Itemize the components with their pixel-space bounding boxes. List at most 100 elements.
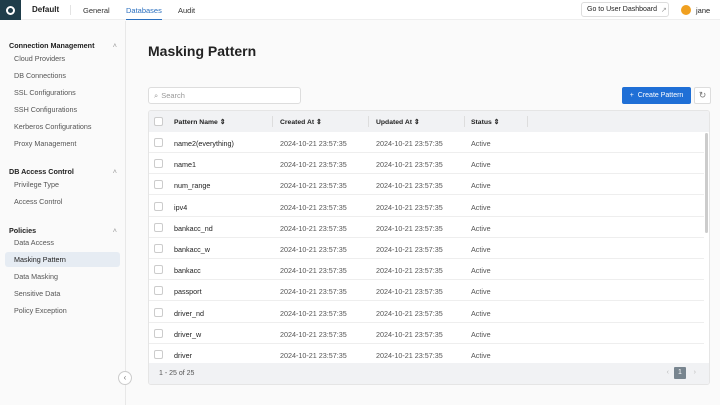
table-row[interactable]: driver_w 2024-10-21 23:57:35 2024-10-21 … (149, 323, 704, 344)
column-created-at[interactable]: Created At ⇕ (280, 119, 322, 126)
row-checkbox[interactable] (154, 244, 163, 253)
user-dashboard-button[interactable]: Go to User Dashboard ↗ (581, 2, 669, 17)
table-row[interactable]: driver_nd 2024-10-21 23:57:35 2024-10-21… (149, 302, 704, 323)
table-row[interactable]: num_range 2024-10-21 23:57:35 2024-10-21… (149, 174, 704, 196)
row-checkbox[interactable] (154, 350, 163, 359)
row-checkbox[interactable] (154, 307, 163, 317)
row-checkbox[interactable] (154, 138, 163, 147)
next-page-icon[interactable]: › (693, 369, 696, 376)
divider (464, 116, 465, 127)
created-at: 2024-10-21 23:57:35 (280, 308, 347, 318)
sidebar-group-1[interactable]: DB Access Control ˄ (9, 167, 117, 176)
search-placeholder: Search (161, 91, 185, 100)
row-checkbox[interactable] (154, 201, 163, 211)
updated-at: 2024-10-21 23:57:35 (376, 351, 443, 360)
created-at: 2024-10-21 23:57:35 (280, 329, 347, 339)
updated-at: 2024-10-21 23:57:35 (376, 329, 443, 339)
table-row[interactable]: ipv4 2024-10-21 23:57:35 2024-10-21 23:5… (149, 196, 704, 217)
sidebar-item-db-connections[interactable]: DB Connections (14, 71, 66, 80)
workspace-name[interactable]: Default (32, 5, 60, 14)
chevron-up-icon: ˄ (112, 167, 117, 176)
column-updated-at[interactable]: Updated At ⇕ (376, 119, 420, 126)
search-input[interactable]: ⌕ Search (148, 87, 301, 104)
row-checkbox[interactable] (154, 222, 163, 232)
table-row[interactable]: driver 2024-10-21 23:57:35 2024-10-21 23… (149, 344, 704, 365)
table-row[interactable]: name1 2024-10-21 23:57:35 2024-10-21 23:… (149, 153, 704, 175)
sidebar-item-access-control[interactable]: Access Control (14, 197, 63, 206)
created-at: 2024-10-21 23:57:35 (280, 266, 347, 276)
status-badge: Active (471, 139, 491, 148)
patterns-table: Pattern Name ⇕ Created At ⇕ Updated At ⇕… (148, 110, 710, 385)
pagination: 1 - 25 of 25 ‹ 1 › (149, 363, 709, 384)
pattern-name[interactable]: name1 (174, 160, 196, 170)
tab-audit[interactable]: Audit (178, 6, 196, 15)
table-row[interactable]: bankacc 2024-10-21 23:57:35 2024-10-21 2… (149, 259, 704, 281)
updated-at: 2024-10-21 23:57:35 (376, 202, 443, 212)
row-checkbox[interactable] (154, 265, 163, 275)
sidebar-item-ssl-configurations[interactable]: SSL Configurations (14, 88, 76, 97)
refresh-button[interactable]: ↻ (694, 87, 711, 104)
created-at: 2024-10-21 23:57:35 (280, 202, 347, 212)
scrollbar[interactable] (705, 133, 708, 233)
updated-at: 2024-10-21 23:57:35 (376, 139, 443, 148)
logo-icon[interactable] (0, 0, 21, 20)
status-badge: Active (471, 181, 491, 191)
select-all-checkbox[interactable] (154, 117, 163, 126)
column-pattern-name[interactable]: Pattern Name ⇕ (174, 119, 226, 126)
search-icon: ⌕ (154, 90, 159, 100)
table-header: Pattern Name ⇕ Created At ⇕ Updated At ⇕… (149, 111, 709, 132)
sidebar-group-0[interactable]: Connection Management ˄ (9, 41, 117, 50)
created-at: 2024-10-21 23:57:35 (280, 181, 347, 191)
avatar[interactable] (681, 5, 691, 15)
pattern-name[interactable]: bankacc (174, 266, 201, 276)
row-checkbox[interactable] (154, 159, 163, 169)
sidebar-group-2[interactable]: Policies ˄ (9, 226, 117, 235)
sidebar-item-privilege-type[interactable]: Privilege Type (14, 180, 60, 189)
pattern-name[interactable]: bankacc_nd (174, 223, 213, 233)
column-status[interactable]: Status ⇕ (471, 119, 500, 126)
tab-general[interactable]: General (83, 6, 110, 15)
pattern-name[interactable]: driver_nd (174, 308, 204, 318)
prev-page-icon[interactable]: ‹ (666, 369, 669, 376)
row-checkbox[interactable] (154, 180, 163, 190)
status-badge: Active (471, 202, 491, 212)
row-checkbox[interactable] (154, 328, 163, 338)
collapse-sidebar-button[interactable]: ‹ (118, 371, 132, 385)
updated-at: 2024-10-21 23:57:35 (376, 160, 443, 170)
table-row[interactable]: passport 2024-10-21 23:57:35 2024-10-21 … (149, 280, 704, 302)
row-checkbox[interactable] (154, 286, 163, 296)
sidebar-item-sensitive-data[interactable]: Sensitive Data (14, 289, 61, 298)
sidebar-item-proxy-management[interactable]: Proxy Management (14, 139, 77, 148)
sidebar-item-kerberos-configurations[interactable]: Kerberos Configurations (14, 122, 92, 131)
user-name[interactable]: jane (696, 6, 711, 15)
pattern-name[interactable]: driver_w (174, 329, 202, 339)
sidebar-item-masking-pattern[interactable]: Masking Pattern (5, 252, 120, 267)
divider (272, 116, 273, 127)
table-row[interactable]: bankacc_nd 2024-10-21 23:57:35 2024-10-2… (149, 217, 704, 238)
updated-at: 2024-10-21 23:57:35 (376, 266, 443, 276)
pattern-name[interactable]: name2(everything) (174, 139, 234, 148)
sidebar-item-cloud-providers[interactable]: Cloud Providers (14, 54, 66, 63)
tab-databases[interactable]: Databases (126, 6, 162, 20)
sidebar-item-data-masking[interactable]: Data Masking (14, 272, 58, 281)
divider (368, 116, 369, 127)
create-label: Create Pattern (637, 92, 684, 99)
sidebar-item-policy-exception[interactable]: Policy Exception (14, 306, 67, 315)
sidebar-item-data-access[interactable]: Data Access (14, 238, 54, 247)
created-at: 2024-10-21 23:57:35 (280, 351, 347, 360)
sidebar-item-ssh-configurations[interactable]: SSH Configurations (14, 105, 78, 114)
divider (527, 116, 528, 127)
dashboard-label: Go to User Dashboard (587, 6, 658, 13)
pattern-name[interactable]: bankacc_w (174, 245, 210, 254)
create-pattern-button[interactable]: + Create Pattern (622, 87, 691, 104)
table-row[interactable]: bankacc_w 2024-10-21 23:57:35 2024-10-21… (149, 238, 704, 259)
pattern-name[interactable]: passport (174, 287, 202, 297)
status-badge: Active (471, 245, 491, 254)
page-1-button[interactable]: 1 (674, 367, 686, 379)
pattern-name[interactable]: ipv4 (174, 202, 188, 212)
table-row[interactable]: name2(everything) 2024-10-21 23:57:35 20… (149, 132, 704, 153)
pattern-name[interactable]: driver (174, 351, 192, 360)
external-link-icon: ↗ (661, 6, 667, 14)
pattern-name[interactable]: num_range (174, 181, 211, 191)
status-badge: Active (471, 266, 491, 276)
